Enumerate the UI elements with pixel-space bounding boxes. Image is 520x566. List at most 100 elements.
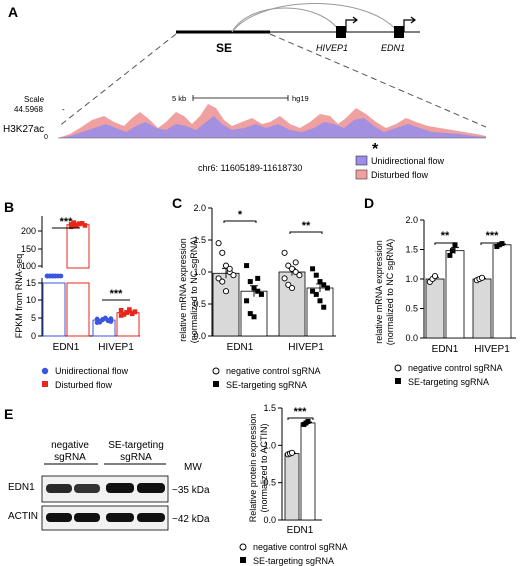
bar-d-hivep1-s1 <box>492 244 512 339</box>
bar-e-edn1-s0 <box>284 453 300 521</box>
bar-e-edn1-s1 <box>300 422 316 521</box>
point-c-1-1-0 <box>310 266 316 272</box>
sig-bracket-c-hivep1 <box>289 231 323 234</box>
point-e-0-1-2 <box>305 418 311 424</box>
panel-a: A SE HIVEP1 EDN1 Scale 44.5968 - 5 kb hg… <box>3 3 487 180</box>
point-c-1-1-1 <box>313 272 319 278</box>
ylabel-c-2: (normalized to NC sgRNA) <box>189 237 199 344</box>
legend-marker-b-unidirectional <box>41 367 49 375</box>
sig-bracket-e-edn1 <box>287 417 314 420</box>
edn1-arrowhead <box>410 16 416 24</box>
point-b-1-1-8 <box>124 310 129 315</box>
tick-label-c-0: 0.0 <box>193 331 206 341</box>
point-c-0-1-0 <box>244 263 250 269</box>
point-b-1-0-6 <box>94 316 100 322</box>
point-b-0-1-1 <box>71 223 77 229</box>
point-c-0-0-0 <box>215 240 222 247</box>
blot-band-actin-lane4 <box>137 513 165 522</box>
point-b-0-1-7 <box>71 220 77 225</box>
scale-label: Scale <box>24 95 45 104</box>
coords-label: chr6: 11605189-11618730 <box>198 163 302 173</box>
point-c-0-0-6 <box>219 278 226 285</box>
bar-b-edn1-s1-upper <box>66 224 90 269</box>
point-c-0-0-7 <box>222 288 230 295</box>
legend-marker-c-nc <box>212 367 220 375</box>
point-c-0-1-7 <box>251 314 257 320</box>
blot-mw-edn1: ~35 kDa <box>172 485 210 496</box>
edn1-exon <box>394 26 404 38</box>
edn1-tss-arrow <box>403 19 414 32</box>
marks-b <box>42 220 140 337</box>
zoom-line-left <box>57 33 177 128</box>
point-b-1-1-10 <box>129 311 135 317</box>
point-c-1-1-6 <box>313 291 319 297</box>
point-b-1-1-6 <box>118 307 124 313</box>
hivep1-exon <box>336 26 346 38</box>
legend-label-c-se: SE-targeting sgRNA <box>226 380 307 390</box>
tick-label-d-2: 1.0 <box>405 274 418 284</box>
ylabel-e-1: Relative protein expression <box>248 414 258 523</box>
point-c-1-1-4 <box>324 285 330 291</box>
tick-label-e-2: 1.0 <box>263 440 276 450</box>
bar-c-hivep1-s1 <box>306 287 334 337</box>
point-c-1-1-2 <box>317 279 323 285</box>
tick-label-c-4: 2.0 <box>193 203 206 213</box>
blot-row-label-edn1: EDN1 <box>8 482 35 493</box>
ylabel-e-2: (normalized to ACTIN) <box>259 423 269 512</box>
sig-d-edn1: ** <box>441 230 450 242</box>
point-c-1-0-6 <box>285 281 292 288</box>
point-c-1-0-5 <box>281 275 288 282</box>
point-d-0-1-0 <box>447 252 453 258</box>
legend-label-d-se: SE-targeting sgRNA <box>408 377 489 387</box>
point-b-1-1-9 <box>127 307 132 312</box>
panel-letter-b: B <box>4 199 14 215</box>
legend-marker-b-disturbed <box>42 381 48 387</box>
panel-c: C relative mRNA expression (normalized t… <box>172 195 336 390</box>
hivep1-arrowhead <box>352 16 358 24</box>
marks-e <box>284 418 316 521</box>
legend-marker-e-se <box>240 557 246 563</box>
point-b-0-0-9 <box>52 273 58 279</box>
zoom-line-right <box>269 33 487 128</box>
tick-label-e-1: 0.5 <box>263 478 276 488</box>
point-d-1-0-2 <box>478 274 486 281</box>
blot-group-nc-line2: sgRNA <box>54 452 86 463</box>
sig-bracket-c-edn1 <box>223 220 257 223</box>
blot-row-label-actin: ACTIN <box>8 511 38 522</box>
tick-label-e-3: 1.5 <box>263 403 276 413</box>
tick-label-b-100: 100 <box>21 261 36 271</box>
loop-arc-hivep1 <box>231 7 341 33</box>
point-b-1-0-11 <box>108 316 114 322</box>
point-d-1-1-2 <box>499 241 505 247</box>
point-c-1-1-8 <box>321 304 327 310</box>
point-c-0-1-6 <box>247 311 253 317</box>
point-c-0-1-4 <box>258 291 264 297</box>
tick-label-b-5: 5 <box>31 313 36 323</box>
loop-arc-edn1 <box>231 3 399 33</box>
point-b-1-1-7 <box>121 312 127 317</box>
x-label-c-edn1: EDN1 <box>227 342 254 353</box>
bar-d-edn1-s0 <box>425 278 445 339</box>
legend-swatch-disturbed <box>355 169 368 180</box>
sig-c-edn1: * <box>238 209 243 221</box>
point-c-1-0-4 <box>296 272 303 279</box>
tick-label-c-2: 1.0 <box>193 267 206 277</box>
legend-label-d-nc: negative control sgRNA <box>408 363 503 373</box>
bar-d-edn1-s1 <box>445 250 465 339</box>
tick-label-b-200: 200 <box>21 226 36 236</box>
blot-group-se-line1: SE-targeting <box>108 440 164 451</box>
blot-band-edn1-lane2 <box>74 484 100 493</box>
bar-c-edn1-s0 <box>212 272 240 337</box>
assembly-label: hg19 <box>292 94 309 103</box>
legend-marker-d-nc <box>394 364 402 372</box>
point-c-1-1-3 <box>321 282 327 288</box>
track-label: H3K27ac <box>3 124 44 135</box>
blot-mw-actin: ~42 kDa <box>172 514 210 525</box>
blot-group-se-line2: sgRNA <box>120 452 152 463</box>
gene-label-edn1: EDN1 <box>381 43 405 53</box>
blot-mw-label: MW <box>184 462 202 473</box>
x-label-d-hivep1: HIVEP1 <box>474 344 510 355</box>
point-c-1-0-2 <box>288 265 296 272</box>
x-label-b-hivep1: HIVEP1 <box>98 342 134 353</box>
